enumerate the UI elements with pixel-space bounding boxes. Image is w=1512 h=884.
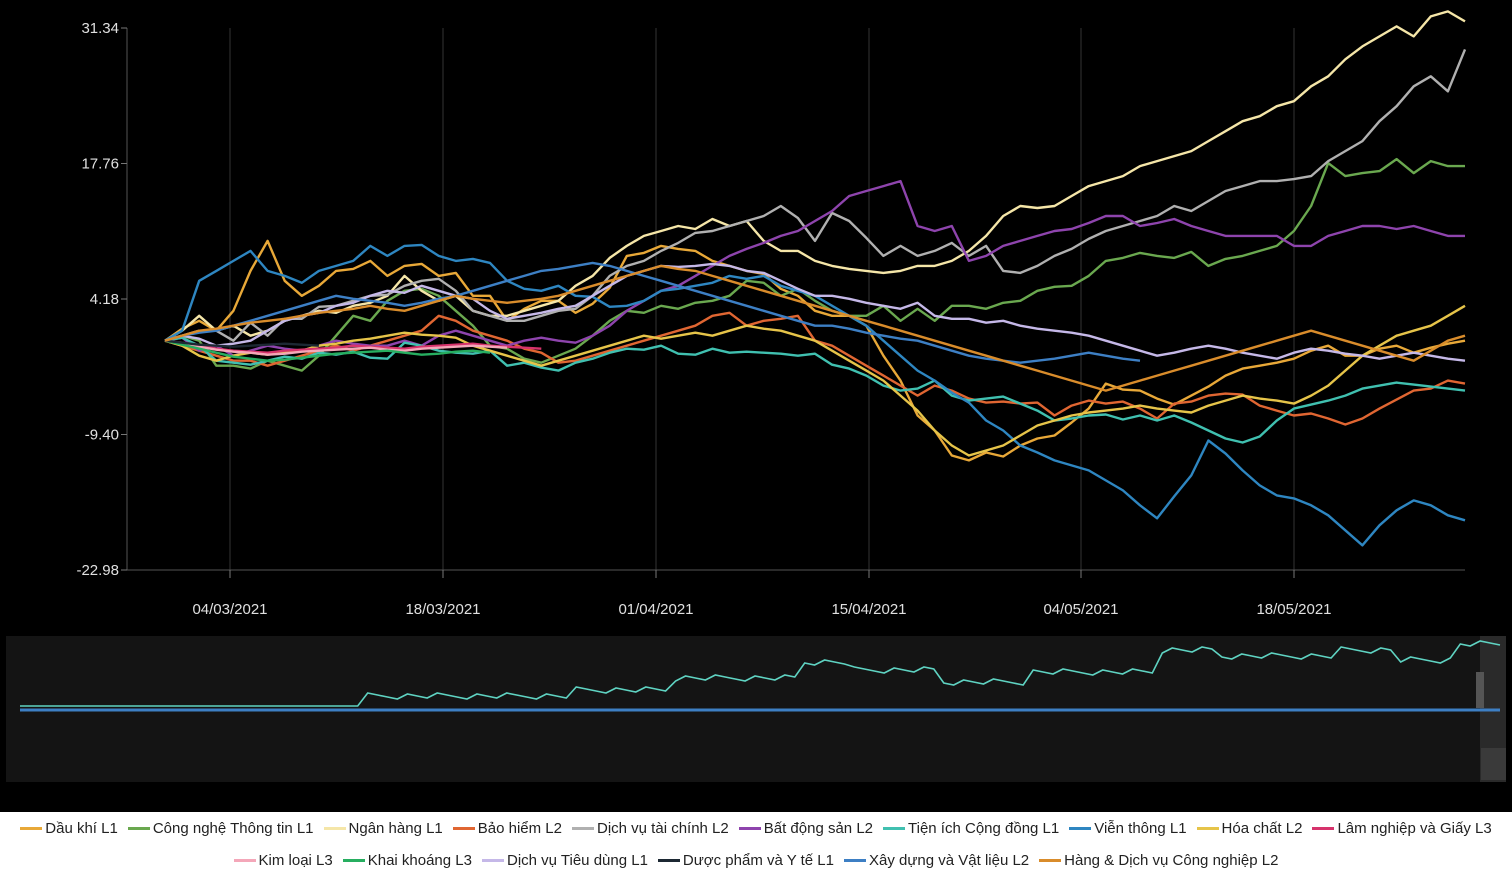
y-axis: 31.34 17.76 4.18 -9.40 -22.98	[76, 20, 128, 579]
legend-item[interactable]: Dịch vụ tài chính L2	[572, 820, 729, 837]
series-line	[164, 339, 508, 356]
legend-swatch	[342, 858, 365, 862]
legend-label: Dầu khí L1	[45, 819, 118, 837]
series-line	[164, 336, 1466, 444]
legend-swatch	[233, 858, 256, 862]
legend-swatch	[323, 826, 346, 830]
y-tick-label: -9.40	[85, 427, 119, 444]
navigator-scroll-handle[interactable]	[1481, 748, 1506, 780]
legend-item[interactable]: Hóa chất L2	[1196, 819, 1303, 837]
series-line	[164, 304, 1466, 457]
legend-item[interactable]: Dầu khí L1	[20, 820, 118, 837]
legend-swatch	[1069, 826, 1092, 830]
legend-swatch	[481, 858, 504, 862]
legend-swatch	[452, 826, 475, 830]
legend-item[interactable]: Lâm nghiệp và Giấy L3	[1312, 819, 1492, 837]
x-tick-label: 18/05/2021	[1256, 601, 1331, 618]
x-tick-label: 01/04/2021	[618, 601, 693, 618]
legend-label: Bất động sản L2	[763, 819, 874, 837]
x-axis: 04/03/2021 18/03/2021 01/04/2021 15/04/2021…	[127, 569, 1465, 618]
x-tick-label: 18/03/2021	[405, 601, 480, 618]
legend-swatch	[844, 858, 866, 862]
legend-item[interactable]: Hàng & Dịch vụ Công nghiệp L2	[1039, 852, 1278, 869]
legend-item[interactable]: Khai khoáng L3	[342, 851, 472, 869]
series-line	[164, 262, 1466, 362]
legend-swatch	[883, 826, 906, 830]
legend-swatch	[127, 826, 150, 830]
legend-swatch	[1196, 826, 1219, 830]
legend-item[interactable]: Bảo hiểm L2	[452, 819, 562, 837]
legend-label: Khai khoáng L3	[367, 851, 472, 869]
legend-swatch	[657, 858, 680, 862]
legend-swatch	[1312, 826, 1335, 830]
legend-label: Xây dựng và Vật liệu L2	[869, 851, 1030, 869]
legend-label: Công nghệ Thông tin L1	[152, 819, 314, 837]
legend-label: Dịch vụ Tiêu dùng L1	[506, 851, 648, 869]
legend-item[interactable]: Dược phẩm và Y tế L1	[657, 851, 834, 869]
legend-swatch	[1039, 858, 1062, 862]
y-tick-label: 4.18	[90, 291, 119, 308]
legend-label: Viễn thông L1	[1094, 819, 1187, 837]
x-tick-label: 04/05/2021	[1043, 601, 1118, 618]
legend-label: Dịch vụ tài chính L2	[597, 819, 729, 837]
legend-swatch	[572, 826, 594, 830]
navigator-handle[interactable]	[1476, 672, 1484, 708]
series-line	[164, 339, 319, 348]
series-lines	[164, 10, 1467, 547]
legend-item[interactable]: Xây dựng và Vật liệu L2	[844, 852, 1029, 869]
y-tick-label: 17.76	[81, 156, 119, 173]
legend-item[interactable]: Bất động sản L2	[738, 819, 874, 837]
series-line	[164, 264, 1466, 392]
series-line	[164, 261, 1141, 364]
legend-item[interactable]: Tiện ích Cộng đồng L1	[883, 820, 1059, 837]
x-tick-label: 04/03/2021	[192, 601, 267, 618]
legend-label: Hàng & Dịch vụ Công nghiệp L2	[1064, 851, 1279, 869]
y-tick-label: 31.34	[81, 20, 119, 37]
legend-label: Dược phẩm và Y tế L1	[682, 851, 834, 869]
y-tick-label: -22.98	[76, 562, 119, 579]
legend-swatch	[738, 826, 761, 830]
legend-label: Hóa chất L2	[1221, 819, 1303, 837]
legend-label: Tiện ích Cộng đồng L1	[908, 819, 1060, 837]
legend-row: Dầu khí L1 Công nghệ Thông tin L1 Ngân hàn…	[0, 812, 1512, 844]
legend-item[interactable]: Công nghệ Thông tin L1	[127, 819, 314, 837]
legend-label: Kim loại L3	[258, 851, 333, 869]
series-line	[164, 179, 1465, 357]
legend-label: Lâm nghiệp và Giấy L3	[1337, 819, 1492, 837]
legend-item[interactable]: Dịch vụ Tiêu dùng L1	[481, 851, 648, 869]
x-tick-label: 15/04/2021	[831, 601, 906, 618]
legend-row: Kim loại L3 Khai khoáng L3 Dịch vụ Tiêu dù…	[0, 844, 1512, 876]
chart-legend: Dầu khí L1 Công nghệ Thông tin L1 Ngân hàn…	[0, 812, 1512, 884]
legend-item[interactable]: Kim loại L3	[233, 851, 333, 869]
series-line	[164, 10, 1466, 342]
series-line	[164, 239, 1466, 462]
legend-label: Bảo hiểm L2	[477, 819, 562, 837]
legend-swatch	[20, 826, 43, 830]
navigator-series-line	[20, 640, 1501, 707]
series-line	[164, 339, 491, 362]
legend-item[interactable]: Viễn thông L1	[1069, 819, 1187, 837]
range-navigator[interactable]	[6, 636, 1506, 782]
legend-item[interactable]: Ngân hàng L1	[323, 819, 443, 837]
series-line	[164, 48, 1467, 342]
legend-label: Ngân hàng L1	[348, 819, 443, 837]
